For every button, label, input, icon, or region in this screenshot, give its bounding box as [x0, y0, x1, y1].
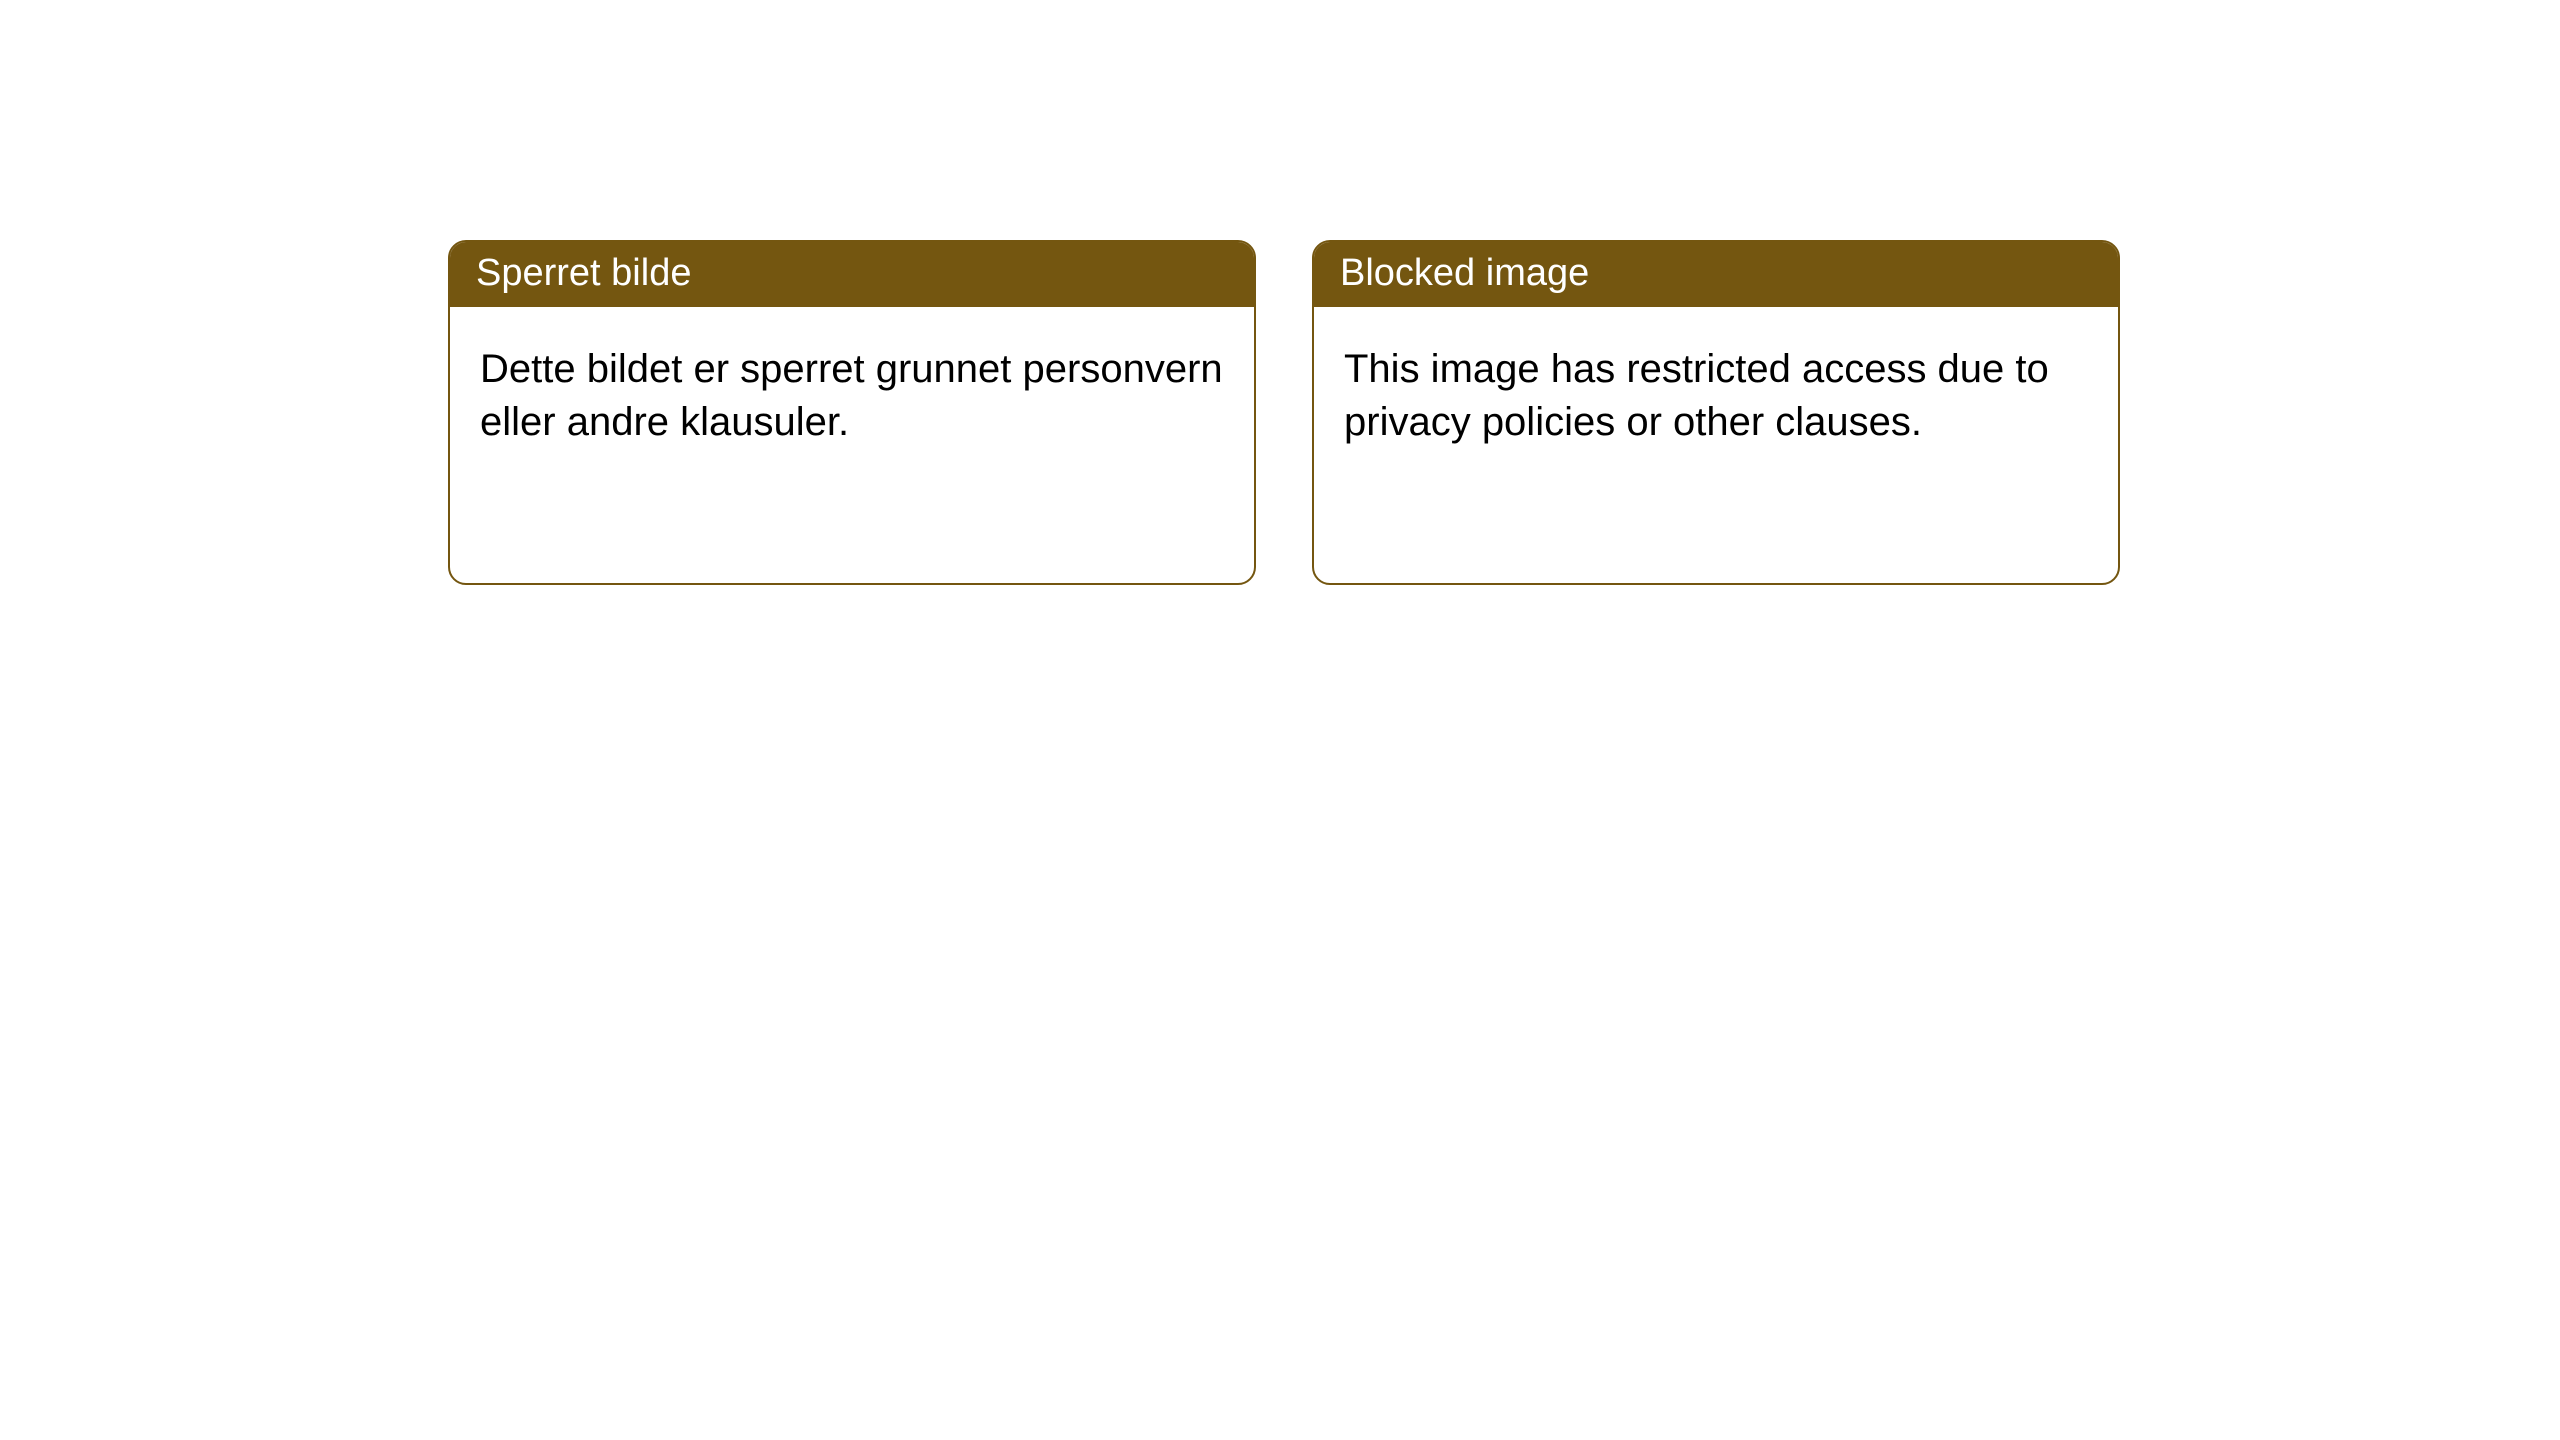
card-body-text: This image has restricted access due to …: [1344, 347, 2049, 444]
card-body: Dette bildet er sperret grunnet personve…: [450, 307, 1254, 583]
notice-card-english: Blocked image This image has restricted …: [1312, 240, 2120, 585]
card-title: Sperret bilde: [476, 252, 691, 294]
card-body-text: Dette bildet er sperret grunnet personve…: [480, 347, 1223, 444]
card-title: Blocked image: [1340, 252, 1589, 294]
card-header: Blocked image: [1314, 242, 2118, 307]
card-body: This image has restricted access due to …: [1314, 307, 2118, 583]
notice-container: Sperret bilde Dette bildet er sperret gr…: [0, 0, 2560, 585]
notice-card-norwegian: Sperret bilde Dette bildet er sperret gr…: [448, 240, 1256, 585]
card-header: Sperret bilde: [450, 242, 1254, 307]
